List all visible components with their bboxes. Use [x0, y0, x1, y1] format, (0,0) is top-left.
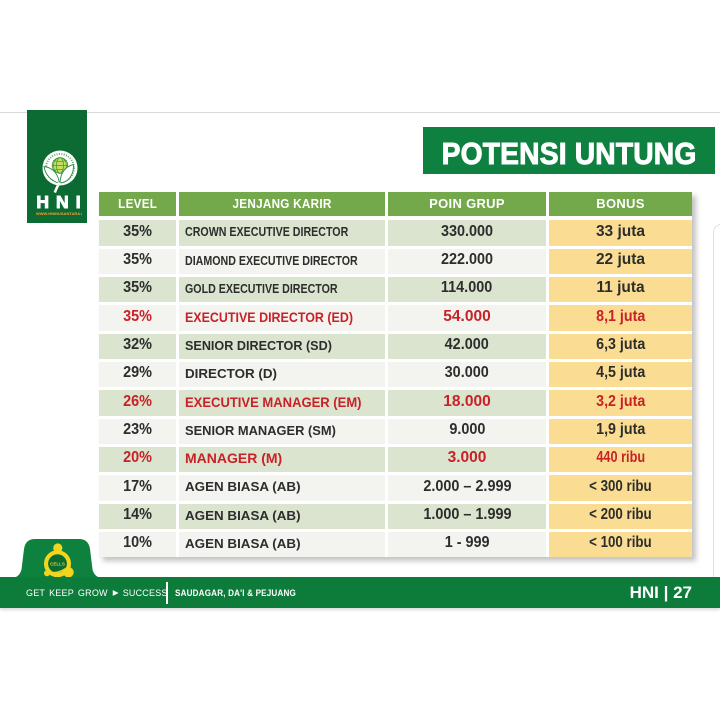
svg-text:CELLS: CELLS	[50, 561, 65, 566]
